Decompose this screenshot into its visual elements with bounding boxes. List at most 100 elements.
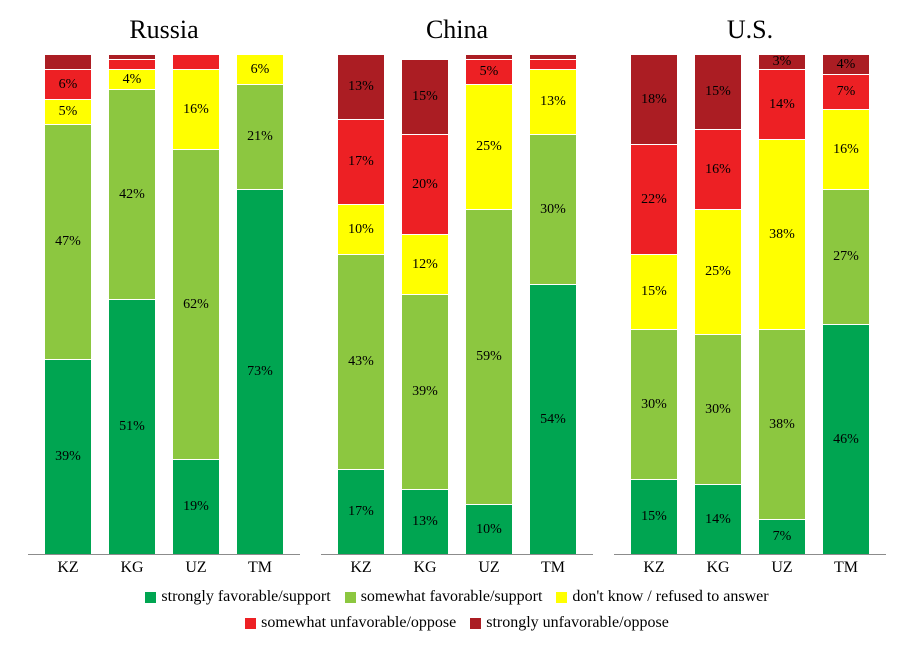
segment-somewhat_unfavorable: 16% <box>695 129 741 209</box>
segment-dont_know: 5% <box>45 99 91 124</box>
segment-value-label: 13% <box>338 80 384 94</box>
segment-value-label: 27% <box>823 250 869 264</box>
segment-value-label: 15% <box>631 285 677 299</box>
segment-strongly_favorable: 51% <box>109 299 155 554</box>
panel-title: U.S. <box>614 6 886 54</box>
legend-item: somewhat favorable/support <box>345 584 543 610</box>
segment-strongly_favorable: 54% <box>530 284 576 554</box>
segment-value-label: 73% <box>237 365 283 379</box>
segment-strongly_unfavorable <box>45 54 91 69</box>
segment-dont_know: 13% <box>530 69 576 134</box>
segment-strongly_favorable: 13% <box>402 489 448 554</box>
segment-value-label: 4% <box>109 73 155 87</box>
x-tick-label: UZ <box>466 559 512 577</box>
bar: 15% 30% 15% 22% 18% <box>631 54 677 554</box>
segment-value-label: 10% <box>338 223 384 237</box>
segment-strongly_unfavorable: 18% <box>631 54 677 144</box>
segment-somewhat_favorable: 27% <box>823 189 869 324</box>
segment-value-label: 18% <box>631 93 677 107</box>
bar: 54% 30% 13% <box>530 54 576 554</box>
segment-somewhat_favorable: 43% <box>338 254 384 469</box>
segment-strongly_unfavorable <box>530 54 576 59</box>
segment-somewhat_favorable: 42% <box>109 89 155 299</box>
segment-value-label: 16% <box>695 163 741 177</box>
legend-swatch <box>470 618 481 629</box>
x-tick-label: TM <box>530 559 576 577</box>
bar: 46%27%16%7%4% <box>823 54 869 554</box>
legend-label: somewhat unfavorable/oppose <box>261 610 456 636</box>
segment-value-label: 5% <box>466 65 512 79</box>
legend-swatch <box>345 592 356 603</box>
segment-value-label: 13% <box>402 515 448 529</box>
legend-item: don't know / refused to answer <box>556 584 768 610</box>
segment-value-label: 3% <box>759 55 805 69</box>
x-tick-label: UZ <box>759 559 805 577</box>
segment-value-label: 15% <box>631 510 677 524</box>
segment-dont_know: 10% <box>338 204 384 254</box>
segment-somewhat_favorable: 62% <box>173 149 219 459</box>
segment-value-label: 17% <box>338 505 384 519</box>
segment-somewhat_unfavorable <box>109 59 155 69</box>
segment-value-label: 43% <box>338 355 384 369</box>
segment-strongly_favorable: 15% <box>631 479 677 554</box>
segment-dont_know: 6% <box>237 54 283 84</box>
segment-value-label: 39% <box>402 385 448 399</box>
segment-somewhat_unfavorable: 20% <box>402 134 448 234</box>
segment-somewhat_favorable: 39% <box>402 294 448 489</box>
segment-somewhat_favorable: 47% <box>45 124 91 359</box>
segment-value-label: 54% <box>530 413 576 427</box>
segment-value-label: 21% <box>237 130 283 144</box>
segment-dont_know: 15% <box>631 254 677 329</box>
bar: 73% 21% 6% <box>237 54 283 554</box>
segment-somewhat_favorable: 30% <box>631 329 677 479</box>
segment-value-label: 30% <box>631 398 677 412</box>
segment-value-label: 38% <box>759 228 805 242</box>
segment-dont_know: 25% <box>695 209 741 334</box>
segment-somewhat_unfavorable: 22% <box>631 144 677 254</box>
segment-value-label: 19% <box>173 500 219 514</box>
segment-value-label: 5% <box>45 105 91 119</box>
segment-strongly_favorable: 14% <box>695 484 741 554</box>
legend-swatch <box>145 592 156 603</box>
bar: 7%38%38%14%3% <box>759 54 805 554</box>
segment-value-label: 30% <box>530 203 576 217</box>
segment-somewhat_unfavorable <box>173 54 219 69</box>
segment-value-label: 25% <box>466 140 512 154</box>
segment-somewhat_unfavorable: 7% <box>823 74 869 109</box>
panel-plot-area: 39%47%5%6%51%42%4%19%62%16%73%21%6% <box>28 54 300 555</box>
legend-item: strongly favorable/support <box>145 584 330 610</box>
x-axis-labels: KZKGUZTM <box>28 555 300 580</box>
legend-label: strongly unfavorable/oppose <box>486 610 669 636</box>
panel: China17%43%10%17%13%13%39%12%20%15%10%59… <box>321 6 593 580</box>
segment-value-label: 30% <box>695 403 741 417</box>
x-tick-label: KZ <box>45 559 91 577</box>
segment-value-label: 25% <box>695 265 741 279</box>
bar: 13%39%12%20%15% <box>402 59 448 554</box>
panel-plot-area: 15% 30% 15% 22% 18% 14% 30% 25% 16% 15% 7% 38% 38% 14… <box>614 54 886 555</box>
panel: Russia39%47%5%6%51%42%4%19%62%16%73%21%6… <box>28 6 300 580</box>
x-tick-label: KG <box>109 559 155 577</box>
favorability-stacked-bar-figure: Russia39%47%5%6%51%42%4%19%62%16%73%21%6… <box>0 0 914 652</box>
segment-somewhat_favorable: 30% <box>695 334 741 484</box>
x-tick-label: TM <box>823 559 869 577</box>
panel-plot-area: 17%43%10%17%13%13%39%12%20%15%10%59%25%5… <box>321 54 593 555</box>
segment-strongly_favorable: 46% <box>823 324 869 554</box>
segment-strongly_favorable: 73% <box>237 189 283 554</box>
legend-swatch <box>245 618 256 629</box>
segment-value-label: 15% <box>402 90 448 104</box>
bar: 14% 30% 25% 16% 15% <box>695 54 741 554</box>
bar: 17%43%10%17%13% <box>338 54 384 554</box>
segment-value-label: 14% <box>759 98 805 112</box>
x-axis-labels: KZKGUZTM <box>614 555 886 580</box>
segment-somewhat_unfavorable: 14% <box>759 69 805 139</box>
segment-somewhat_unfavorable <box>530 59 576 69</box>
segment-value-label: 47% <box>45 235 91 249</box>
segment-value-label: 20% <box>402 178 448 192</box>
segment-value-label: 38% <box>759 418 805 432</box>
segment-value-label: 39% <box>45 450 91 464</box>
segment-strongly_unfavorable: 15% <box>695 54 741 129</box>
x-tick-label: KG <box>695 559 741 577</box>
segment-strongly_unfavorable: 15% <box>402 59 448 134</box>
segment-value-label: 46% <box>823 433 869 447</box>
x-tick-label: TM <box>237 559 283 577</box>
